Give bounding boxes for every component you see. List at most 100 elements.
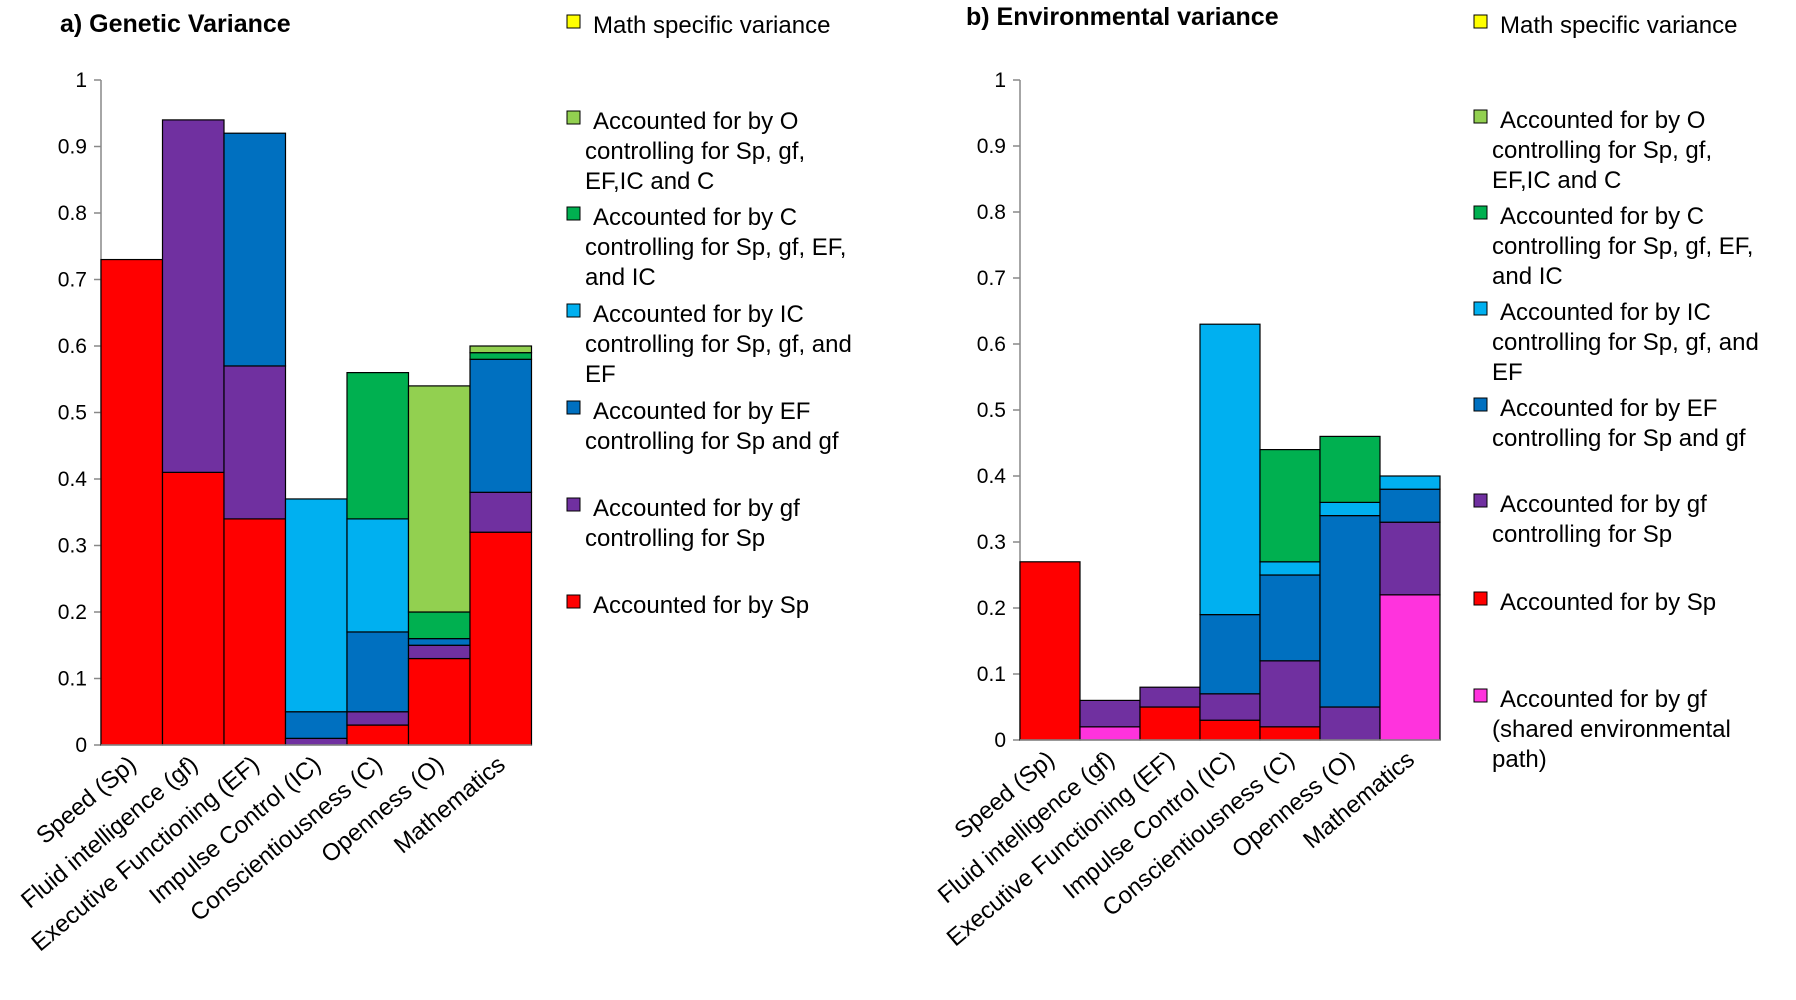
legend-label: Accounted for by gf — [593, 495, 800, 522]
bar-segment-sp — [161, 471, 225, 746]
legend-item: Accounted for by Sp — [566, 592, 809, 619]
bar-segment-gf — [407, 644, 471, 660]
panel-genetic-variance: a) Genetic Variance 0 0.1 0.2 0.3 0.4 0.5 0.6 0.… — [16, 10, 852, 957]
legend-label: and IC — [585, 264, 656, 291]
bar-segment-ef — [1259, 574, 1321, 662]
legend-label: EF — [585, 361, 616, 388]
legend-item: Accounted for by IC controlling for Sp, g… — [566, 301, 852, 388]
bar-segment-sp — [346, 724, 410, 746]
legend-label: Accounted for by O — [1500, 107, 1705, 134]
bar-segment-o — [407, 385, 471, 613]
legend-label: controlling for Sp and gf — [585, 428, 839, 455]
bar-segment-gf — [223, 365, 287, 520]
legend-swatch — [1473, 205, 1488, 220]
legend-item: Accounted for by C controlling for Sp, gf… — [566, 204, 846, 291]
legend-label: controlling for Sp, gf, — [1492, 137, 1712, 164]
bar-segment-gf — [1079, 699, 1141, 728]
legend-label: controlling for Sp, gf, — [585, 138, 805, 165]
legend-label: controlling for Sp, gf, EF, — [585, 234, 846, 261]
legend-swatch — [1473, 14, 1488, 29]
legend-swatch — [1473, 591, 1488, 606]
bar-segment-c — [407, 611, 471, 640]
y-tick-label: 0.6 — [58, 335, 87, 358]
bar-segment-gf — [1319, 706, 1381, 741]
legend-label: Accounted for by Sp — [1500, 589, 1716, 616]
legend-label: and IC — [1492, 263, 1563, 290]
legend-swatch — [566, 594, 581, 609]
bar-segment-ef — [469, 358, 533, 493]
legend-label: Accounted for by IC — [1500, 299, 1711, 326]
legend-label: controlling for Sp, gf, and — [585, 331, 852, 358]
bar-segment-gf — [346, 711, 410, 726]
bar-segment-sp — [223, 518, 287, 746]
legend-item: Accounted for by gf controlling for Sp — [566, 495, 800, 552]
legend-swatch — [566, 206, 581, 221]
legend-swatch — [566, 14, 581, 29]
chart-title: b) Environmental variance — [966, 3, 1279, 31]
bar-segment-ic — [346, 518, 410, 633]
bar-segment-c — [346, 372, 410, 520]
legend-swatch — [566, 497, 581, 512]
legend-label: Math specific variance — [1500, 12, 1737, 39]
bar-segment-gf — [1139, 686, 1201, 708]
y-tick-label: 0 — [75, 734, 87, 757]
y-tick-label: 0 — [994, 729, 1006, 752]
legend-item: Math specific variance — [566, 12, 830, 39]
bar-segment-ef — [1199, 613, 1261, 695]
bar-segment-ic — [1259, 561, 1321, 576]
bar-segment-gf — [1199, 693, 1261, 721]
legend-item: Accounted for by O controlling for Sp, gf… — [566, 108, 805, 195]
y-tick-label: 0.8 — [977, 201, 1006, 224]
bar-segment-ef — [284, 711, 348, 739]
y-tick-label: 0.8 — [58, 202, 87, 225]
legend-label: EF — [1492, 359, 1523, 386]
legend-swatch — [1473, 688, 1488, 703]
y-tick-label: 1 — [75, 69, 87, 92]
legend-item: Accounted for by EF controlling for Sp an… — [566, 398, 839, 455]
legend-item: Accounted for by Sp — [1473, 589, 1716, 616]
panel-environmental-variance: b) Environmental variance 0 0.1 0.2 0.3 0.4 0.… — [933, 3, 1759, 952]
bar-segment-sp — [469, 531, 533, 746]
y-tick-label: 0.2 — [58, 601, 87, 624]
bar-segment-gfshared — [1379, 594, 1441, 741]
y-tick-label: 0.9 — [58, 136, 87, 159]
y-tick-label: 0.4 — [58, 468, 88, 491]
legend-label: controlling for Sp — [585, 525, 765, 552]
legend-swatch — [566, 303, 581, 318]
bar-segment-gfshared — [1079, 726, 1141, 741]
y-tick-label: 0.3 — [58, 535, 87, 558]
legend-item: Math specific variance — [1473, 12, 1737, 39]
y-tick-label: 0.1 — [58, 668, 87, 691]
bar-segment-gf — [1379, 521, 1441, 596]
legend-swatch — [1473, 301, 1488, 316]
legend-item: Accounted for by O controlling for Sp, gf… — [1473, 107, 1712, 194]
y-tick-label: 1 — [994, 69, 1006, 92]
legend-swatch — [566, 110, 581, 125]
legend-label: controlling for Sp and gf — [1492, 425, 1746, 452]
legend-item: Accounted for by IC controlling for Sp, g… — [1473, 299, 1759, 386]
y-tick-label: 0.4 — [977, 465, 1007, 488]
legend-label: controlling for Sp — [1492, 521, 1672, 548]
y-tick-label: 0.6 — [977, 333, 1006, 356]
bar-segment-ef — [407, 637, 471, 646]
y-tick-label: 0.2 — [977, 597, 1006, 620]
bar-segment-o — [469, 345, 533, 354]
x-category-label: Executive Functioning (EF) — [942, 746, 1180, 952]
bar-segment-ic — [1199, 323, 1261, 616]
bar-segment-sp — [1019, 561, 1081, 741]
bar-segment-sp — [407, 657, 471, 746]
bar-segment-gf — [469, 491, 533, 533]
y-tick-label: 0.1 — [977, 663, 1006, 686]
legend-label: Accounted for by gf — [1500, 686, 1707, 713]
bar-segment-gf — [284, 737, 348, 746]
bar-segment-ic — [284, 498, 348, 713]
chart-title: a) Genetic Variance — [60, 10, 291, 38]
legend-label: Accounted for by C — [593, 204, 797, 231]
legend-item: Accounted for by gf controlling for Sp — [1473, 491, 1707, 548]
bar-segment-ic — [1319, 501, 1381, 517]
y-tick-label: 0.3 — [977, 531, 1006, 554]
bar-segment-ef — [1379, 488, 1441, 523]
legend-item: Accounted for by EF controlling for Sp an… — [1473, 395, 1746, 452]
y-tick-label: 0.7 — [977, 267, 1006, 290]
legend-label: Accounted for by EF — [1500, 395, 1717, 422]
